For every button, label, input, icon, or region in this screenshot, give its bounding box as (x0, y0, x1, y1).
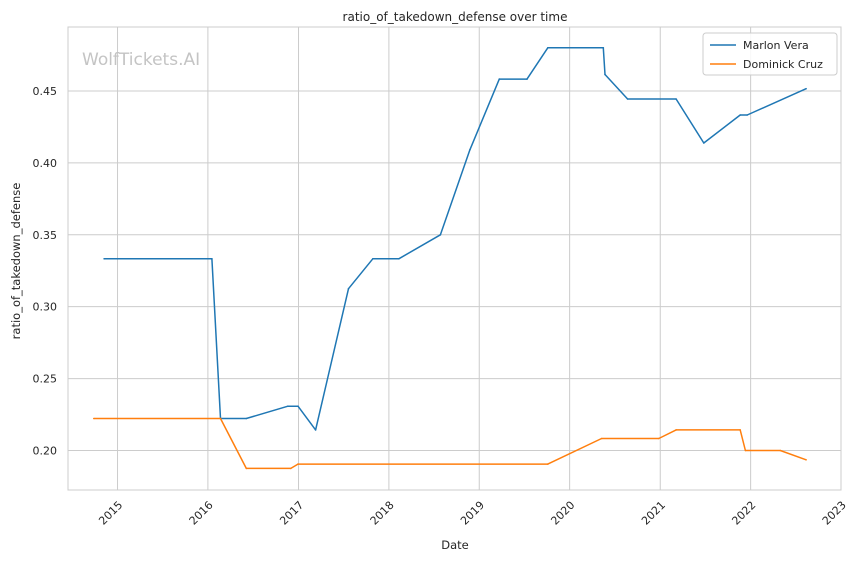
x-tick-label: 2020 (548, 499, 577, 528)
data-point (805, 459, 807, 461)
y-tick-label: 0.30 (33, 301, 58, 314)
data-point (297, 463, 299, 465)
data-point (675, 429, 677, 431)
plot-frame (67, 26, 842, 491)
x-tick-label: 2021 (639, 499, 668, 528)
y-tick-label: 0.45 (33, 85, 58, 98)
series-line-0 (104, 47, 807, 431)
data-point (547, 47, 549, 49)
data-point (469, 149, 471, 151)
data-point (287, 405, 289, 408)
data-point (245, 417, 248, 420)
x-tick-label: 2015 (96, 499, 125, 528)
data-point (314, 429, 317, 431)
data-point (626, 98, 629, 100)
x-tick-label: 2016 (187, 499, 216, 528)
data-point (211, 258, 213, 260)
data-point (398, 258, 400, 260)
data-point (602, 47, 605, 49)
series-layer (93, 47, 807, 470)
watermark-text: WolfTickets.AI (82, 50, 200, 70)
data-point (675, 98, 677, 100)
x-tick-label: 2023 (820, 499, 849, 528)
data-point (347, 287, 350, 290)
y-tick-label: 0.35 (33, 229, 58, 242)
data-point (219, 417, 222, 420)
chart-title: ratio_of_takedown_defense over time (343, 10, 568, 24)
legend-label-1: Dominick Cruz (743, 58, 823, 71)
data-point (297, 405, 299, 408)
y-axis-label: ratio_of_takedown_defense (9, 183, 23, 340)
data-point (372, 258, 374, 260)
data-point (600, 437, 603, 440)
data-point (498, 78, 501, 80)
data-point (604, 73, 606, 76)
data-point (290, 467, 292, 470)
legend-label-0: Marlon Vera (743, 39, 809, 52)
series-line-1 (93, 417, 807, 470)
x-axis-label: Date (441, 538, 469, 552)
legend: Marlon Vera Dominick Cruz (702, 32, 838, 76)
y-tick-label: 0.20 (33, 444, 58, 457)
data-point (739, 429, 741, 431)
data-point (739, 114, 741, 116)
data-point (103, 258, 105, 260)
y-tick-label: 0.40 (33, 157, 58, 170)
data-point (439, 234, 442, 236)
y-tick-label: 0.25 (33, 373, 58, 386)
data-point (744, 449, 747, 452)
x-tick-label: 2019 (458, 499, 487, 528)
data-point (779, 449, 782, 452)
y-axis-ticks: 0.20 0.25 0.30 0.35 0.40 0.45 (33, 85, 58, 457)
data-point (245, 467, 248, 470)
data-point (658, 437, 660, 440)
data-point (93, 417, 95, 420)
data-point (547, 463, 549, 465)
x-tick-label: 2017 (277, 499, 306, 528)
x-tick-label: 2018 (368, 499, 397, 528)
grid (68, 27, 842, 490)
data-point (746, 114, 748, 116)
data-point (805, 87, 807, 90)
x-tick-label: 2022 (729, 499, 758, 528)
legend-box (702, 32, 838, 76)
data-point (526, 78, 528, 80)
data-point (703, 142, 705, 144)
x-axis-ticks: 2015 2016 2017 2018 2019 2020 2021 2022 2023 (96, 499, 848, 528)
